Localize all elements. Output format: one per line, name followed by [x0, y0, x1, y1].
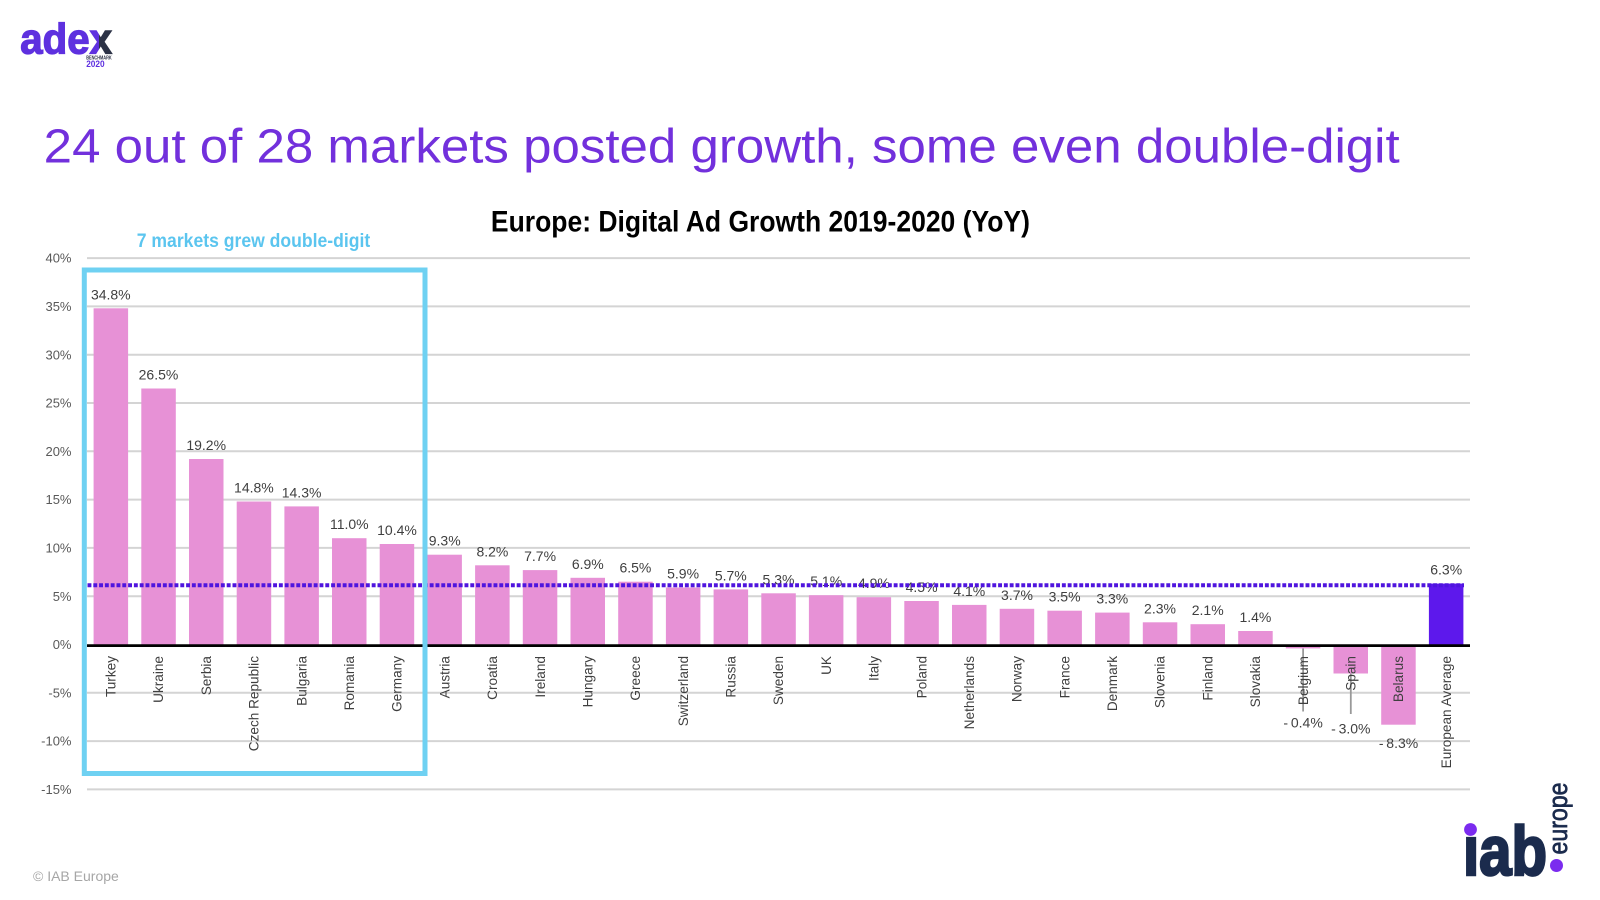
svg-text:Romania: Romania [342, 656, 357, 711]
svg-text:4.5%: 4.5% [906, 579, 938, 595]
svg-text:Finland: Finland [1200, 656, 1215, 701]
svg-text:7 markets grew double-digit: 7 markets grew double-digit [137, 231, 371, 252]
svg-text:5.9%: 5.9% [667, 566, 699, 582]
svg-text:14.8%: 14.8% [234, 480, 274, 496]
svg-text:Ukraine: Ukraine [151, 656, 166, 703]
svg-text:6.3%: 6.3% [1430, 562, 1462, 578]
svg-text:2020: 2020 [86, 59, 105, 69]
svg-text:19.2%: 19.2% [186, 437, 226, 453]
svg-text:6.9%: 6.9% [572, 556, 604, 572]
svg-text:3.5%: 3.5% [1049, 589, 1081, 605]
svg-text:8.2%: 8.2% [476, 543, 508, 559]
svg-text:3.3%: 3.3% [1096, 591, 1128, 607]
svg-text:Belarus: Belarus [1391, 656, 1406, 702]
svg-text:Europe: Digital Ad Growth 2019: Europe: Digital Ad Growth 2019-2020 (YoY… [491, 205, 1030, 238]
svg-text:35%: 35% [45, 299, 71, 314]
svg-text:11.0%: 11.0% [330, 516, 369, 532]
svg-text:-10%: -10% [41, 734, 72, 749]
svg-text:1.4%: 1.4% [1239, 609, 1271, 625]
svg-text:europe: europe [1543, 783, 1573, 855]
svg-text:Bulgaria: Bulgaria [294, 656, 309, 706]
svg-text:Turkey: Turkey [104, 656, 119, 697]
svg-text:adex: adex [20, 16, 112, 64]
svg-text:- 3.0%: - 3.0% [1331, 721, 1370, 737]
svg-text:European Average: European Average [1439, 656, 1454, 768]
svg-text:3.7%: 3.7% [1001, 587, 1033, 603]
svg-text:Croatia: Croatia [485, 656, 500, 700]
svg-text:26.5%: 26.5% [139, 367, 179, 383]
svg-text:2.3%: 2.3% [1144, 600, 1176, 616]
svg-text:7.7%: 7.7% [524, 548, 556, 564]
svg-text:5.1%: 5.1% [810, 573, 842, 589]
svg-text:10.4%: 10.4% [377, 522, 417, 538]
svg-text:10%: 10% [45, 541, 71, 556]
svg-text:2.1%: 2.1% [1192, 602, 1224, 618]
svg-text:© IAB Europe: © IAB Europe [33, 868, 119, 884]
svg-text:15%: 15% [45, 492, 71, 507]
svg-text:Russia: Russia [724, 656, 739, 698]
svg-text:14.3%: 14.3% [282, 484, 322, 500]
svg-text:0%: 0% [53, 637, 72, 652]
svg-text:Slovenia: Slovenia [1153, 656, 1168, 709]
svg-text:30%: 30% [45, 347, 71, 362]
svg-text:Slovakia: Slovakia [1248, 656, 1263, 708]
svg-text:Denmark: Denmark [1105, 656, 1120, 711]
svg-text:34.8%: 34.8% [91, 286, 131, 302]
svg-text:9.3%: 9.3% [429, 533, 461, 549]
svg-text:Germany: Germany [390, 656, 405, 712]
svg-text:25%: 25% [45, 396, 71, 411]
svg-text:- 8.3%: - 8.3% [1379, 735, 1418, 751]
svg-text:Czech Republic: Czech Republic [247, 656, 262, 751]
svg-text:-5%: -5% [48, 685, 72, 700]
svg-text:20%: 20% [45, 444, 71, 459]
svg-text:Belgium: Belgium [1296, 656, 1311, 705]
svg-text:Switzerland: Switzerland [676, 656, 691, 726]
svg-text:Hungary: Hungary [581, 656, 596, 708]
svg-text:24 out of 28 markets posted gr: 24 out of 28 markets posted growth, some… [44, 121, 1400, 174]
svg-text:Italy: Italy [867, 656, 882, 681]
svg-text:UK: UK [819, 656, 834, 675]
svg-text:Spain: Spain [1344, 656, 1359, 691]
svg-text:6.5%: 6.5% [619, 560, 651, 576]
svg-text:Ireland: Ireland [533, 656, 548, 698]
svg-text:ıab: ıab [1463, 812, 1547, 890]
svg-text:Poland: Poland [914, 656, 929, 698]
svg-text:40%: 40% [45, 251, 71, 266]
svg-text:Norway: Norway [1010, 656, 1025, 702]
svg-text:Sweden: Sweden [771, 656, 786, 705]
svg-text:5.7%: 5.7% [715, 567, 747, 583]
svg-text:Netherlands: Netherlands [962, 656, 977, 730]
svg-text:-15%: -15% [41, 782, 72, 797]
svg-text:France: France [1057, 656, 1072, 698]
svg-text:Greece: Greece [628, 656, 643, 701]
svg-text:Serbia: Serbia [199, 656, 214, 696]
svg-text:- 0.4%: - 0.4% [1283, 715, 1322, 731]
svg-text:5%: 5% [53, 589, 72, 604]
svg-text:Austria: Austria [437, 656, 452, 699]
svg-text:BENCHMARK: BENCHMARK [86, 56, 112, 62]
